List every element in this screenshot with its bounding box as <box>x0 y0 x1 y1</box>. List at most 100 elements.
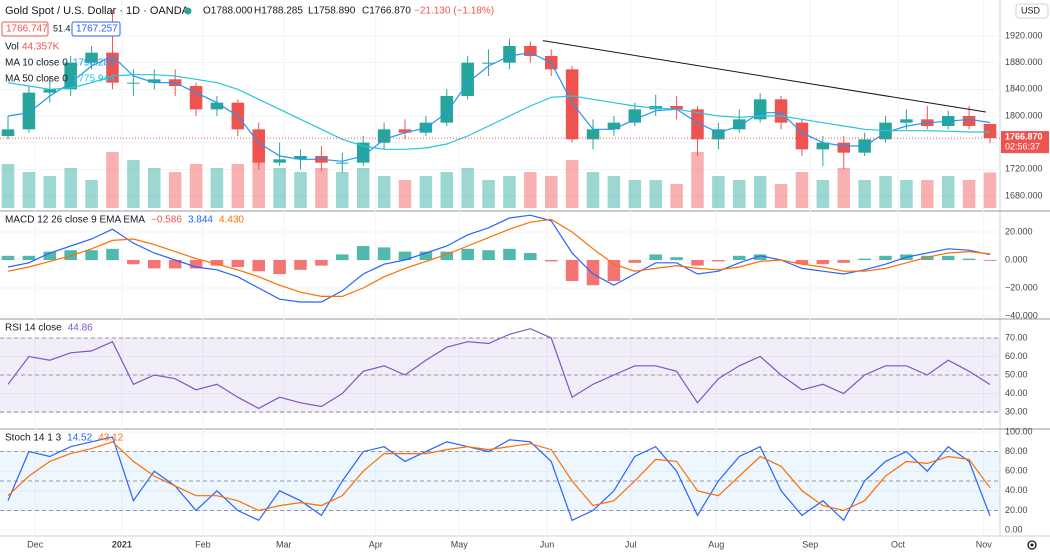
candle-body <box>774 99 788 123</box>
volume-bar <box>252 156 265 208</box>
buy-price[interactable]: 1767.257 <box>76 24 118 35</box>
candle-body <box>189 86 203 110</box>
candle-body <box>524 46 537 56</box>
histogram-bar <box>733 255 746 261</box>
candle-body <box>712 129 725 140</box>
ma-legend-value: 1775.944 <box>73 74 115 85</box>
histogram-bar <box>252 260 265 272</box>
volume-bar <box>879 176 892 208</box>
market-status[interactable] <box>184 7 192 15</box>
candle-body <box>336 162 349 164</box>
x-tick-label: Jun <box>540 539 555 549</box>
x-tick-label: Feb <box>195 539 211 549</box>
histogram-bar <box>22 255 36 261</box>
volume-bar <box>983 172 997 208</box>
histogram-bar <box>398 251 412 261</box>
volume-bar <box>607 176 621 208</box>
histogram-bar <box>210 260 224 266</box>
volume-bar <box>733 180 746 208</box>
last-price-label: 1766.870 <box>1005 131 1043 141</box>
candle-body <box>398 129 412 133</box>
x-tick-label: Sep <box>802 539 818 549</box>
histogram-bar <box>524 253 537 261</box>
histogram-bar <box>356 246 370 261</box>
oscillator-line <box>7 441 991 512</box>
histogram-bar <box>795 260 809 265</box>
last-price-box <box>1001 131 1049 154</box>
currency[interactable]: USD <box>1021 5 1041 15</box>
ma-legend-value: 1790.289 <box>73 58 115 69</box>
histogram-bar <box>189 260 203 269</box>
y-tick-label: 40.00 <box>1005 388 1028 398</box>
settings-gear-center[interactable] <box>1030 543 1034 547</box>
x-tick-label: Apr <box>369 539 383 549</box>
candle-body <box>22 92 36 130</box>
plot-area <box>0 0 1000 535</box>
legend-value: 44.86 <box>68 323 93 334</box>
volume-bar <box>586 172 600 208</box>
currency-dropdown[interactable] <box>1015 3 1049 19</box>
sell-button[interactable] <box>1 21 49 37</box>
legend-value: 14.52 <box>67 433 92 444</box>
candle-body <box>440 96 454 123</box>
symbol-title[interactable]: Gold Spot / U.S. Dollar · 1D · OANDA <box>5 5 190 17</box>
histogram-bar <box>983 260 997 261</box>
indicator-legend[interactable]: RSI 14 close <box>5 323 62 334</box>
ohlc-high: H1788.285 <box>254 6 303 17</box>
y-tick-label: 1720.000 <box>1005 164 1043 174</box>
ohlc-change: −21.130 (−1.18%) <box>414 6 494 17</box>
histogram-bar <box>586 260 600 286</box>
bar-countdown: 02:56:37 <box>1005 141 1040 151</box>
candle-body <box>43 89 57 93</box>
histogram-bar <box>712 260 725 262</box>
y-tick-label: 1800.000 <box>1005 110 1043 120</box>
volume-bar <box>398 180 412 208</box>
volume-bar <box>336 172 349 208</box>
volume-bar <box>691 152 704 208</box>
histogram-bar <box>962 258 976 261</box>
volume-bar <box>22 172 36 208</box>
legend-value: −0.586 <box>151 215 182 226</box>
histogram-bar <box>544 260 558 262</box>
settings-icon[interactable] <box>1027 540 1037 550</box>
volume-legend[interactable]: Vol <box>5 42 19 53</box>
histogram-bar <box>377 247 391 261</box>
histogram-bar <box>461 248 474 261</box>
candle-body <box>733 119 746 130</box>
histogram-bar <box>336 254 349 261</box>
volume-bar <box>837 168 851 208</box>
x-tick-label: 2021 <box>112 539 132 549</box>
indicator-legend[interactable]: MACD 12 26 close 9 EMA EMA <box>5 215 145 226</box>
y-tick-label: 70.00 <box>1005 332 1028 342</box>
y-tick-label: 1680.000 <box>1005 190 1043 200</box>
sell-price[interactable]: 1766.747 <box>6 24 48 35</box>
volume-bar <box>43 176 57 208</box>
x-tick-label: Nov <box>976 539 993 549</box>
volume-bar <box>377 176 391 208</box>
volume-bar <box>231 164 245 208</box>
legend-value: 43.12 <box>98 433 123 444</box>
y-tick-label: 50.00 <box>1005 369 1028 379</box>
volume-bar <box>440 172 454 208</box>
x-tick-label: Jul <box>625 539 637 549</box>
indicator-legend[interactable]: Stoch 14 1 3 <box>5 433 62 444</box>
volume-bar <box>461 168 474 208</box>
histogram-bar <box>691 260 704 266</box>
ma-legend[interactable]: MA 50 close 0 <box>5 74 68 85</box>
histogram-bar <box>837 260 851 263</box>
buy-button[interactable] <box>71 21 121 37</box>
candle-body <box>64 62 77 90</box>
ohlc-low: L1758.890 <box>308 6 356 17</box>
moving-average <box>7 74 990 150</box>
volume-bar <box>294 172 307 208</box>
moving-average <box>7 52 991 162</box>
volume-bar <box>273 168 286 208</box>
settings-gear[interactable] <box>1027 540 1037 550</box>
histogram-bar <box>85 250 98 261</box>
histogram-bar <box>419 251 433 261</box>
y-tick-label: 0.000 <box>1005 254 1028 264</box>
ma-legend[interactable]: MA 10 close 0 <box>5 58 68 69</box>
x-tick-label: Dec <box>27 539 44 549</box>
volume-bar <box>774 184 788 208</box>
